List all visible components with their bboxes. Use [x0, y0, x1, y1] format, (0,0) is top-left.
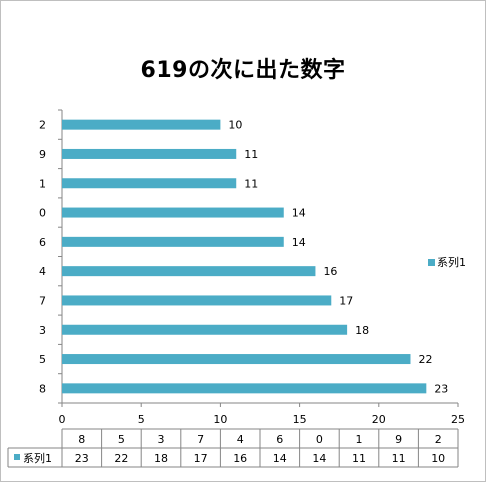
table-value: 16 [233, 452, 247, 465]
x-tick-label: 15 [293, 413, 307, 426]
bar [62, 178, 237, 189]
bar [62, 324, 348, 335]
y-tick-label: 9 [39, 148, 46, 161]
y-tick-label: 2 [39, 119, 46, 132]
y-tick-label: 4 [39, 265, 46, 278]
data-label: 10 [228, 119, 242, 132]
table-category: 2 [435, 433, 442, 446]
table-value: 14 [273, 452, 287, 465]
table-value: 11 [392, 452, 406, 465]
table-category: 7 [197, 433, 204, 446]
table-category: 5 [118, 433, 125, 446]
table-value: 14 [312, 452, 326, 465]
table-value: 17 [194, 452, 208, 465]
data-label: 23 [434, 382, 448, 395]
bar [62, 354, 411, 365]
y-tick-label: 1 [39, 177, 46, 190]
table-category: 9 [395, 433, 402, 446]
data-label: 14 [292, 236, 306, 249]
bar [62, 383, 427, 394]
bar [62, 148, 237, 159]
table-category: 1 [356, 433, 363, 446]
y-tick-label: 7 [39, 294, 46, 307]
table-value: 10 [431, 452, 445, 465]
axes: 0 5 10 15 20 25 8 5 3 7 4 6 0 1 9 2 [39, 109, 465, 426]
table-category: 4 [237, 433, 244, 446]
table-value: 11 [352, 452, 366, 465]
bar [62, 295, 332, 306]
data-label: 16 [323, 265, 337, 278]
y-tick-label: 8 [39, 382, 46, 395]
x-tick-label: 5 [138, 413, 145, 426]
y-tick-label: 5 [39, 353, 46, 366]
legend-label: 系列1 [437, 256, 466, 269]
bar [62, 119, 221, 130]
y-tick-label: 0 [39, 207, 46, 220]
bar [62, 236, 284, 247]
bar [62, 207, 284, 218]
table-category: 0 [316, 433, 323, 446]
table-legend-key [14, 454, 20, 460]
data-label: 18 [355, 324, 369, 337]
table-category: 8 [78, 433, 85, 446]
x-tick-label: 20 [372, 413, 386, 426]
bars: 23 22 18 17 16 14 14 11 11 10 [62, 119, 448, 395]
x-tick-label: 0 [59, 413, 66, 426]
table-value: 22 [114, 452, 128, 465]
data-label: 14 [292, 207, 306, 220]
chart-title: 619の次に出た数字 [140, 58, 346, 83]
y-tick-label: 3 [39, 324, 46, 337]
y-tick-label: 6 [39, 236, 46, 249]
data-label: 11 [244, 177, 258, 190]
x-tick-label: 10 [213, 413, 227, 426]
legend-swatch [428, 258, 435, 266]
table-value: 18 [154, 452, 168, 465]
legend: 系列1 [428, 254, 466, 270]
table-category: 3 [158, 433, 165, 446]
x-tick-label: 25 [451, 413, 465, 426]
data-label: 22 [418, 353, 432, 366]
data-label: 11 [244, 148, 258, 161]
data-label: 17 [339, 294, 353, 307]
table-series-name: 系列1 [23, 451, 52, 465]
table-category: 6 [276, 433, 283, 446]
table-value: 23 [75, 452, 89, 465]
bar [62, 266, 316, 277]
